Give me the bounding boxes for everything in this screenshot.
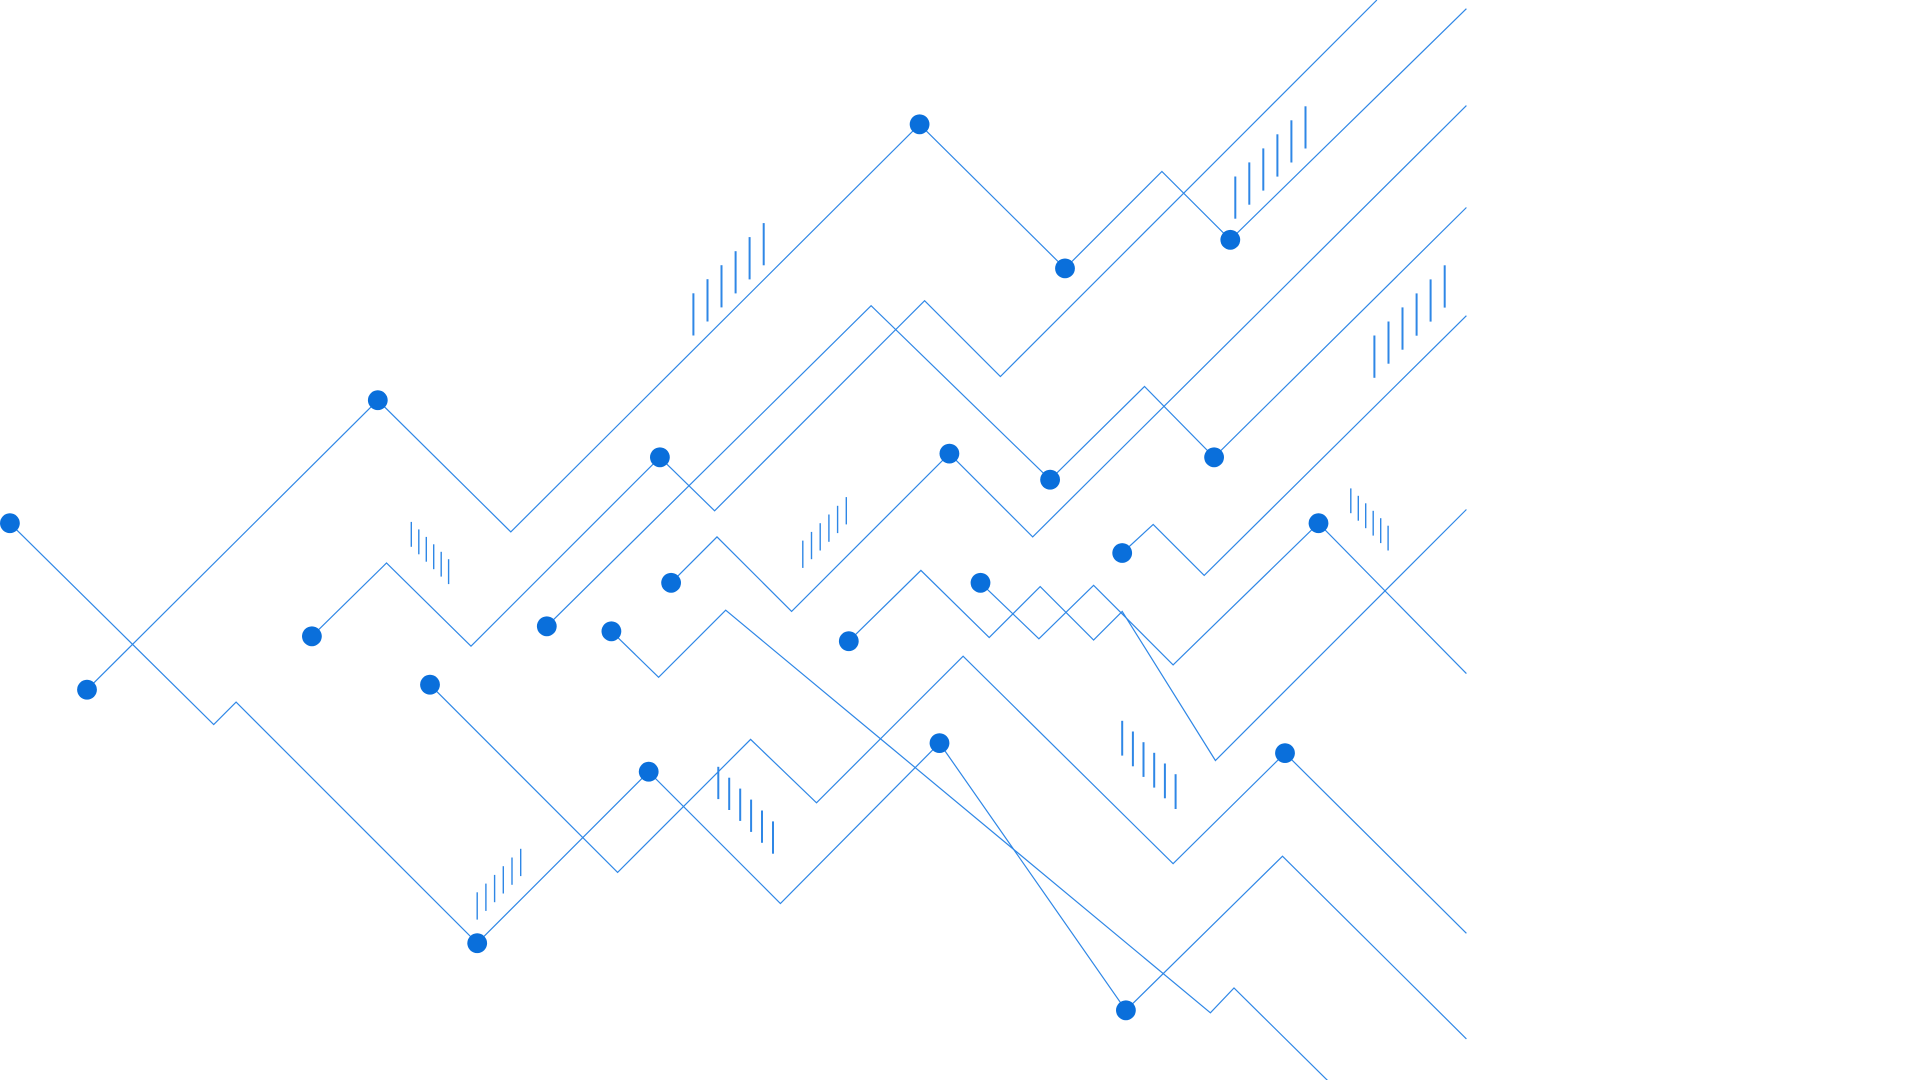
circuit-trace-5 xyxy=(546,207,1467,627)
circuit-node-dot xyxy=(838,631,859,652)
circuit-node-dot xyxy=(302,626,322,647)
hatch-group-7 xyxy=(1350,488,1389,551)
circuit-trace-10 xyxy=(980,522,1467,675)
circuit-trace-6 xyxy=(670,105,1467,613)
circuit-node-dot xyxy=(1275,743,1295,763)
circuit-nodes xyxy=(0,114,1329,1021)
circuit-trace-1 xyxy=(377,8,1467,533)
circuit-node-dot xyxy=(601,621,622,642)
circuit-node-dot xyxy=(0,513,20,534)
hatch-group-8 xyxy=(717,766,774,854)
hatch-group-1 xyxy=(692,223,765,336)
circuit-trace-7 xyxy=(429,655,1467,934)
circuit-node-dot xyxy=(536,616,557,637)
circuit-node-dot xyxy=(638,761,659,782)
hatch-group-2 xyxy=(1234,106,1307,219)
hatch-group-4 xyxy=(802,497,847,568)
circuit-node-dot xyxy=(1040,469,1060,490)
circuit-node-dot xyxy=(909,114,930,135)
circuit-node-dot xyxy=(650,447,670,468)
circuit-node-dot xyxy=(420,674,440,695)
hatch-group-3 xyxy=(1373,265,1446,378)
circuit-node-dot xyxy=(1308,513,1329,534)
circuit-node-dot xyxy=(1112,543,1133,563)
circuit-node-dot xyxy=(1204,447,1224,468)
hatch-group-9 xyxy=(1121,720,1177,809)
hatch-group-6 xyxy=(410,521,450,585)
circuit-node-dot xyxy=(77,679,97,700)
circuit-node-dot xyxy=(661,572,681,593)
circuit-node-dot xyxy=(929,733,950,753)
circuit-trace-2 xyxy=(86,399,379,691)
circuit-node-dot xyxy=(939,443,960,464)
hatch-mark-groups xyxy=(410,106,1446,920)
circuit-traces xyxy=(9,0,1467,1080)
circuit-trace-3 xyxy=(9,522,1467,1040)
circuit-node-dot xyxy=(1116,1000,1136,1021)
circuit-trace-8 xyxy=(610,609,1328,1080)
circuit-node-dot xyxy=(467,933,488,954)
circuit-node-dot xyxy=(367,390,388,411)
circuit-node-dot xyxy=(1220,229,1241,250)
hatch-group-5 xyxy=(476,848,522,920)
circuit-trace-9 xyxy=(848,509,1467,762)
circuit-trace-4 xyxy=(311,0,1378,648)
circuit-node-dot xyxy=(1055,258,1075,279)
circuit-trace-11 xyxy=(1121,315,1467,577)
circuit-node-dot xyxy=(970,572,991,593)
